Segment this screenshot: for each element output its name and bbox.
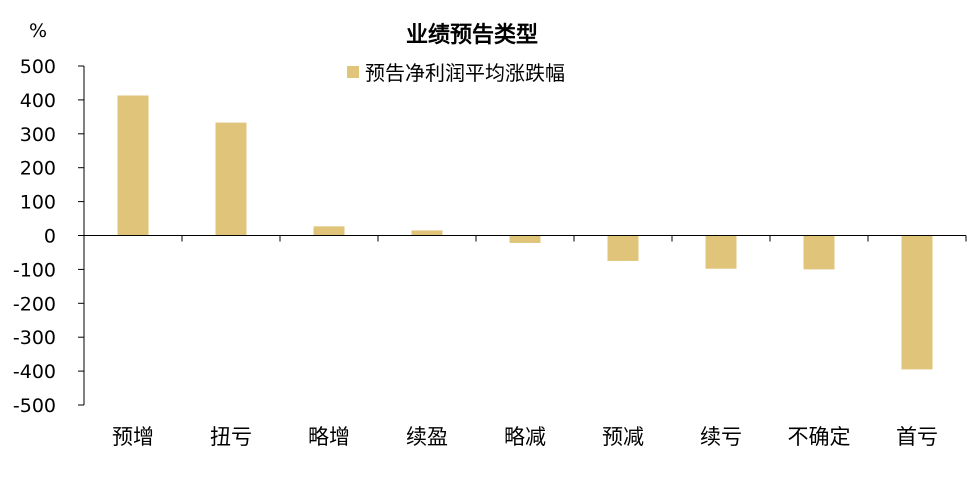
y-tick-label: -500 [13, 395, 56, 417]
y-axis: 500 400 300 200 100 0 -100 -200 -300 -400 -500 [13, 56, 85, 417]
y-tick-label: 0 [44, 226, 56, 248]
bar [117, 95, 149, 236]
bar [215, 122, 247, 236]
x-category-label: 不确定 [788, 425, 851, 449]
y-tick-label: 100 [20, 192, 56, 214]
bar [509, 235, 541, 243]
legend: 预告净利润平均涨跌幅 [347, 61, 565, 85]
y-axis-unit-label: % [29, 20, 47, 42]
bar [803, 235, 835, 270]
legend-swatch [347, 66, 359, 78]
chart-title: 业绩预告类型 [406, 22, 538, 48]
x-category-label: 略减 [504, 425, 546, 449]
y-tick-label: 200 [20, 158, 56, 180]
x-category-label: 略增 [308, 425, 350, 449]
x-category-label: 预减 [602, 425, 644, 449]
bar-series [117, 95, 933, 370]
y-tick-label: 300 [20, 124, 56, 146]
x-category-label: 续盈 [406, 425, 448, 449]
y-tick-label: -400 [13, 361, 56, 383]
bar [411, 230, 443, 236]
bar [901, 235, 933, 370]
x-category-label: 扭亏 [210, 425, 252, 449]
y-tick-label: -100 [13, 259, 56, 281]
bar [313, 226, 345, 236]
bar [705, 235, 737, 269]
x-category-label: 预增 [112, 425, 154, 449]
x-axis: 预增 扭亏 略增 续盈 略减 预减 续亏 不确定 首亏 [84, 235, 967, 449]
bar [607, 235, 639, 261]
y-tick-label: -200 [13, 293, 56, 315]
legend-label: 预告净利润平均涨跌幅 [365, 61, 565, 85]
x-category-label: 续亏 [700, 425, 742, 449]
y-tick-label: 400 [20, 90, 56, 112]
y-tick-label: -300 [13, 327, 56, 349]
y-tick-label: 500 [20, 56, 56, 78]
x-category-label: 首亏 [896, 425, 938, 449]
